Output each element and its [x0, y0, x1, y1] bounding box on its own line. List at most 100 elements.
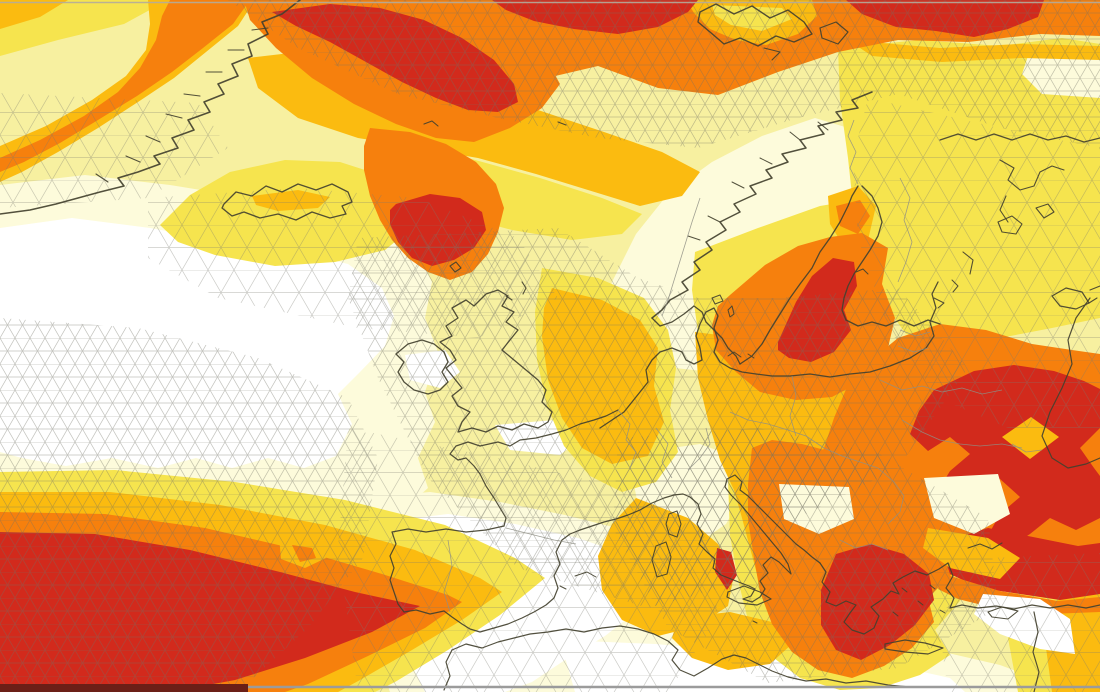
aegean-island: [929, 584, 936, 590]
iberia-coast: [389, 525, 581, 633]
crimea-kerch: [1088, 297, 1098, 304]
sardinia-coast: [651, 541, 672, 578]
balearic-islands: [559, 585, 567, 590]
hatch-topleft: [0, 93, 228, 208]
mediterranean-french-coast: [579, 493, 691, 531]
marmara-coast: [967, 542, 1003, 550]
iceland-coast: [221, 183, 353, 221]
finland-west-coast: [841, 185, 883, 321]
border-portugal-spain: [443, 539, 453, 613]
hatch-top-band: [228, 0, 1100, 148]
shetland-islands: [521, 281, 527, 295]
black-sea-west-coast: [1041, 297, 1100, 469]
levant-coast: [1032, 611, 1040, 692]
danish-islands: [747, 353, 755, 359]
corsica-coast: [665, 510, 682, 538]
hatch-southwest: [0, 318, 378, 692]
border-czech-austria: [729, 411, 807, 437]
white-sea-coast: [999, 159, 1065, 191]
border-romania-bulgaria: [1011, 443, 1043, 453]
malta-island: [752, 620, 758, 624]
greenland-fjord: [183, 93, 201, 97]
greenland-fjord: [125, 155, 141, 163]
turkey-coast: [945, 562, 1100, 610]
norway-fjord: [687, 235, 701, 241]
hatch-southeast-corner: [938, 553, 1100, 692]
svalbard-coast: [697, 3, 813, 47]
svalbard-coast: [763, 47, 781, 61]
gotland-island: [962, 251, 974, 275]
africa-north-coast: [451, 625, 911, 688]
brittany-biscay-coast: [449, 441, 507, 527]
danish-islands: [727, 351, 742, 358]
norway-fjord: [817, 121, 829, 131]
border-france-germany: [655, 427, 673, 479]
crete-coast: [884, 639, 944, 655]
norway-fjord: [759, 157, 773, 165]
gold-topleft-corner: [0, 0, 68, 29]
border-sweden-finland: [847, 119, 859, 185]
lake-vattern: [727, 305, 735, 318]
border-hungary-romania: [805, 435, 879, 469]
lake-peipus: [951, 279, 959, 293]
white-sea-inlet: [999, 195, 1009, 223]
faroe-islands: [449, 261, 462, 273]
lake-vanern: [711, 294, 724, 305]
morocco-west-coast: [443, 649, 453, 691]
greenland-fjord: [95, 173, 109, 183]
greece-coast: [819, 562, 949, 635]
border-ukraine-north: [901, 419, 1023, 449]
channel-french-coast: [479, 409, 619, 447]
border-alps: [687, 427, 711, 471]
greenland-fjord: [251, 27, 269, 31]
adriatic-east-coast: [739, 481, 821, 564]
border-germany-poland: [789, 375, 797, 437]
border-pyrenees: [505, 527, 577, 545]
norway-west-coast: [651, 91, 873, 319]
ireland-coast: [395, 339, 449, 395]
border-serbia-bulgaria: [877, 467, 905, 525]
country-border-layer: [443, 119, 1043, 613]
uk-coast: [439, 289, 553, 433]
lake-ladoga: [997, 215, 1023, 235]
cyprus-coast: [987, 606, 1019, 620]
norway-fjord: [731, 181, 745, 189]
hatch-iceland-south: [148, 188, 558, 338]
border-greece-north: [839, 539, 889, 551]
sweden-east-coast: [739, 185, 859, 365]
lake-onega: [1035, 203, 1055, 219]
saaremaa-island: [933, 297, 945, 309]
border-poland-belarus: [879, 379, 1003, 395]
northsea-baltic-coast: [599, 281, 939, 429]
italy-coast: [689, 474, 792, 603]
norway-fjord: [707, 215, 721, 223]
sicily-coast: [726, 585, 772, 606]
aegean-island: [939, 609, 946, 614]
azov-coast: [1089, 285, 1100, 291]
finland-south-coast: [845, 319, 941, 327]
border-norway-sweden: [661, 197, 701, 317]
bear-island: [557, 121, 567, 126]
svalbard-coast: [819, 21, 849, 45]
aland-islands: [855, 268, 869, 275]
jan-mayen-island: [423, 120, 439, 127]
border-benelux-germany: [617, 409, 637, 469]
border-baltic-states: [899, 329, 931, 337]
greenland-fjord: [165, 113, 183, 119]
hatch-aegean-italy: [613, 428, 998, 683]
kola-coast: [939, 133, 1100, 143]
border-finland-russia: [897, 177, 913, 283]
aegean-island: [892, 611, 899, 617]
balearic-islands: [574, 571, 597, 578]
norway-fjord: [789, 131, 801, 141]
aegean-island: [917, 600, 924, 606]
aegean-island: [901, 587, 908, 593]
border-baltic-states: [897, 345, 929, 353]
greenland-fjord: [145, 135, 161, 143]
greenland-coast: [0, 0, 301, 215]
